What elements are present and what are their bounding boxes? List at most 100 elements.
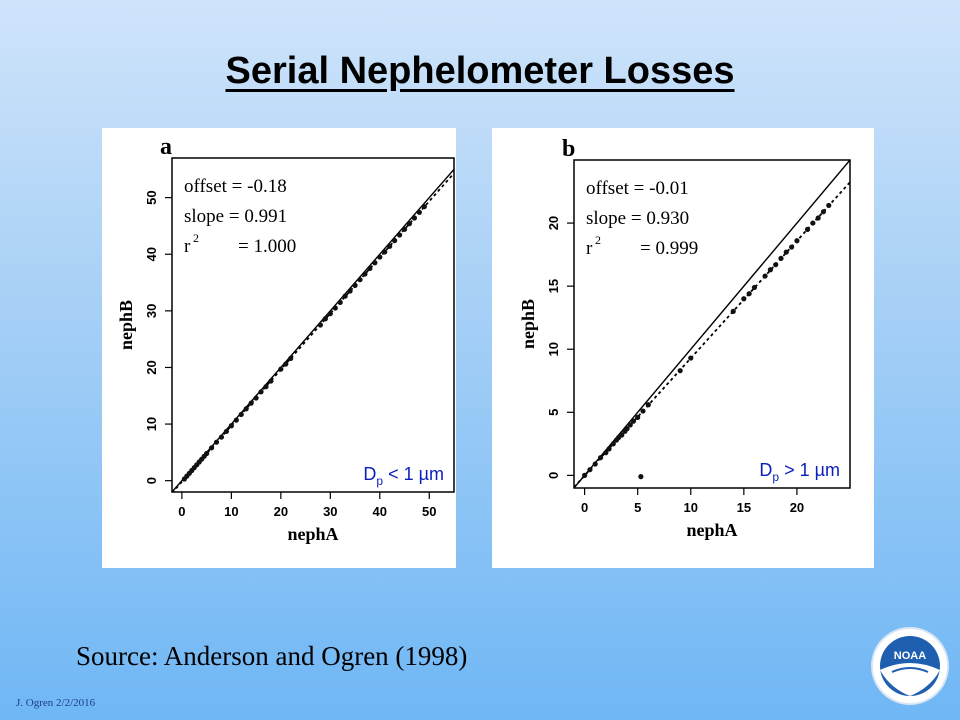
data-point [730,308,736,314]
data-point [342,293,348,299]
plot-frame [171,157,455,493]
x-axis-label: nephA [686,520,737,540]
stat-r2-label: r [184,236,191,257]
data-point [208,445,215,451]
data-point [688,355,694,361]
stat-offset: offset = -0.01 [586,178,689,199]
noaa-logo: NOAA [870,626,950,706]
chart-panel-b: b 0 5 10 15 20 0 5 10 15 20 nephA nephB offset = -0.0… [492,128,874,568]
data-point [421,204,427,210]
data-point [741,296,747,302]
data-point [627,422,633,428]
data-point [610,441,616,447]
data-point [228,423,234,429]
y-tick-label: 10 [546,342,561,356]
data-point [794,238,800,244]
data-point [317,322,324,328]
data-point [322,316,328,322]
data-point [213,439,220,445]
data-point [789,244,795,250]
data-point [337,299,343,305]
data-point [377,254,383,260]
stat-offset: offset = -0.18 [184,176,287,197]
data-point [253,395,259,401]
y-tick-label: 0 [546,472,561,479]
noaa-logo-text: NOAA [894,650,926,662]
panel-label: a [160,134,172,160]
data-point [587,467,593,473]
data-point [357,277,363,283]
data-point [367,265,373,271]
x-tick-label: 20 [790,500,804,515]
data-point [223,428,230,435]
data-point [411,215,418,221]
noaa-logo-icon: NOAA [871,627,949,705]
data-point [243,406,249,412]
x-tick-label: 10 [684,500,698,515]
data-point [362,271,368,277]
data-point [416,209,422,215]
data-point [332,305,338,311]
x-tick-label: 20 [274,504,288,519]
data-point [218,434,225,440]
data-point [630,418,637,424]
data-point [640,408,646,414]
data-point [778,255,784,261]
y-axis-label: nephB [116,300,136,350]
data-point [382,249,388,255]
x-tick-label: 40 [373,504,387,519]
data-point [783,249,789,255]
data-point [258,389,264,395]
size-cut-label: Dp < 1 µm [363,464,444,488]
stat-r2-value: = 1.000 [238,236,296,257]
x-tick-label: 0 [178,504,185,519]
data-point [804,226,811,232]
data-point [327,311,333,317]
data-point [204,450,210,457]
panel-label: b [562,136,575,162]
data-point [624,426,630,432]
stat-slope: slope = 0.991 [184,206,287,227]
data-point [238,411,244,418]
data-point [372,260,378,266]
data-point [401,226,408,232]
scatter-plot-b: b 0 5 10 15 20 0 5 10 15 20 nephA nephB offset = -0.0… [518,136,851,540]
footer-author-date: J. Ogren 2/2/2016 [16,697,96,709]
data-point [406,221,413,227]
data-point [396,232,403,238]
data-point [606,446,612,452]
stat-r2-value: = 0.999 [640,238,698,259]
data-point [392,238,398,244]
data-point [619,432,625,438]
data-point [597,455,604,461]
data-point [635,414,641,420]
stat-r2-label: r [586,238,593,259]
data-point [347,288,353,294]
data-point [278,366,284,372]
size-cut-label: Dp > 1 µm [759,460,840,484]
data-point [603,450,609,456]
y-tick-label: 15 [546,279,561,293]
data-point [592,461,598,467]
data-point [387,243,393,249]
stat-r2-superscript: 2 [595,233,601,247]
scatter-plot-a: a 0 10 20 30 40 50 0 10 20 30 40 50 nephA nephB offset … [116,134,455,544]
data-point [746,291,752,297]
data-point [815,215,821,221]
data-point [283,361,289,367]
data-point [288,355,294,361]
source-citation: Source: Anderson and Ogren (1998) [76,641,468,671]
plot-frame [573,159,851,489]
data-point [352,282,358,288]
data-point [810,220,816,226]
y-tick-label: 30 [144,304,159,318]
data-point [773,262,779,268]
data-point [820,209,827,215]
stat-r2-superscript: 2 [193,231,199,245]
data-point [268,378,274,384]
data-point [677,368,683,374]
y-tick-label: 20 [144,360,159,374]
data-point [248,400,254,406]
data-point [263,384,269,390]
data-point [762,273,768,279]
